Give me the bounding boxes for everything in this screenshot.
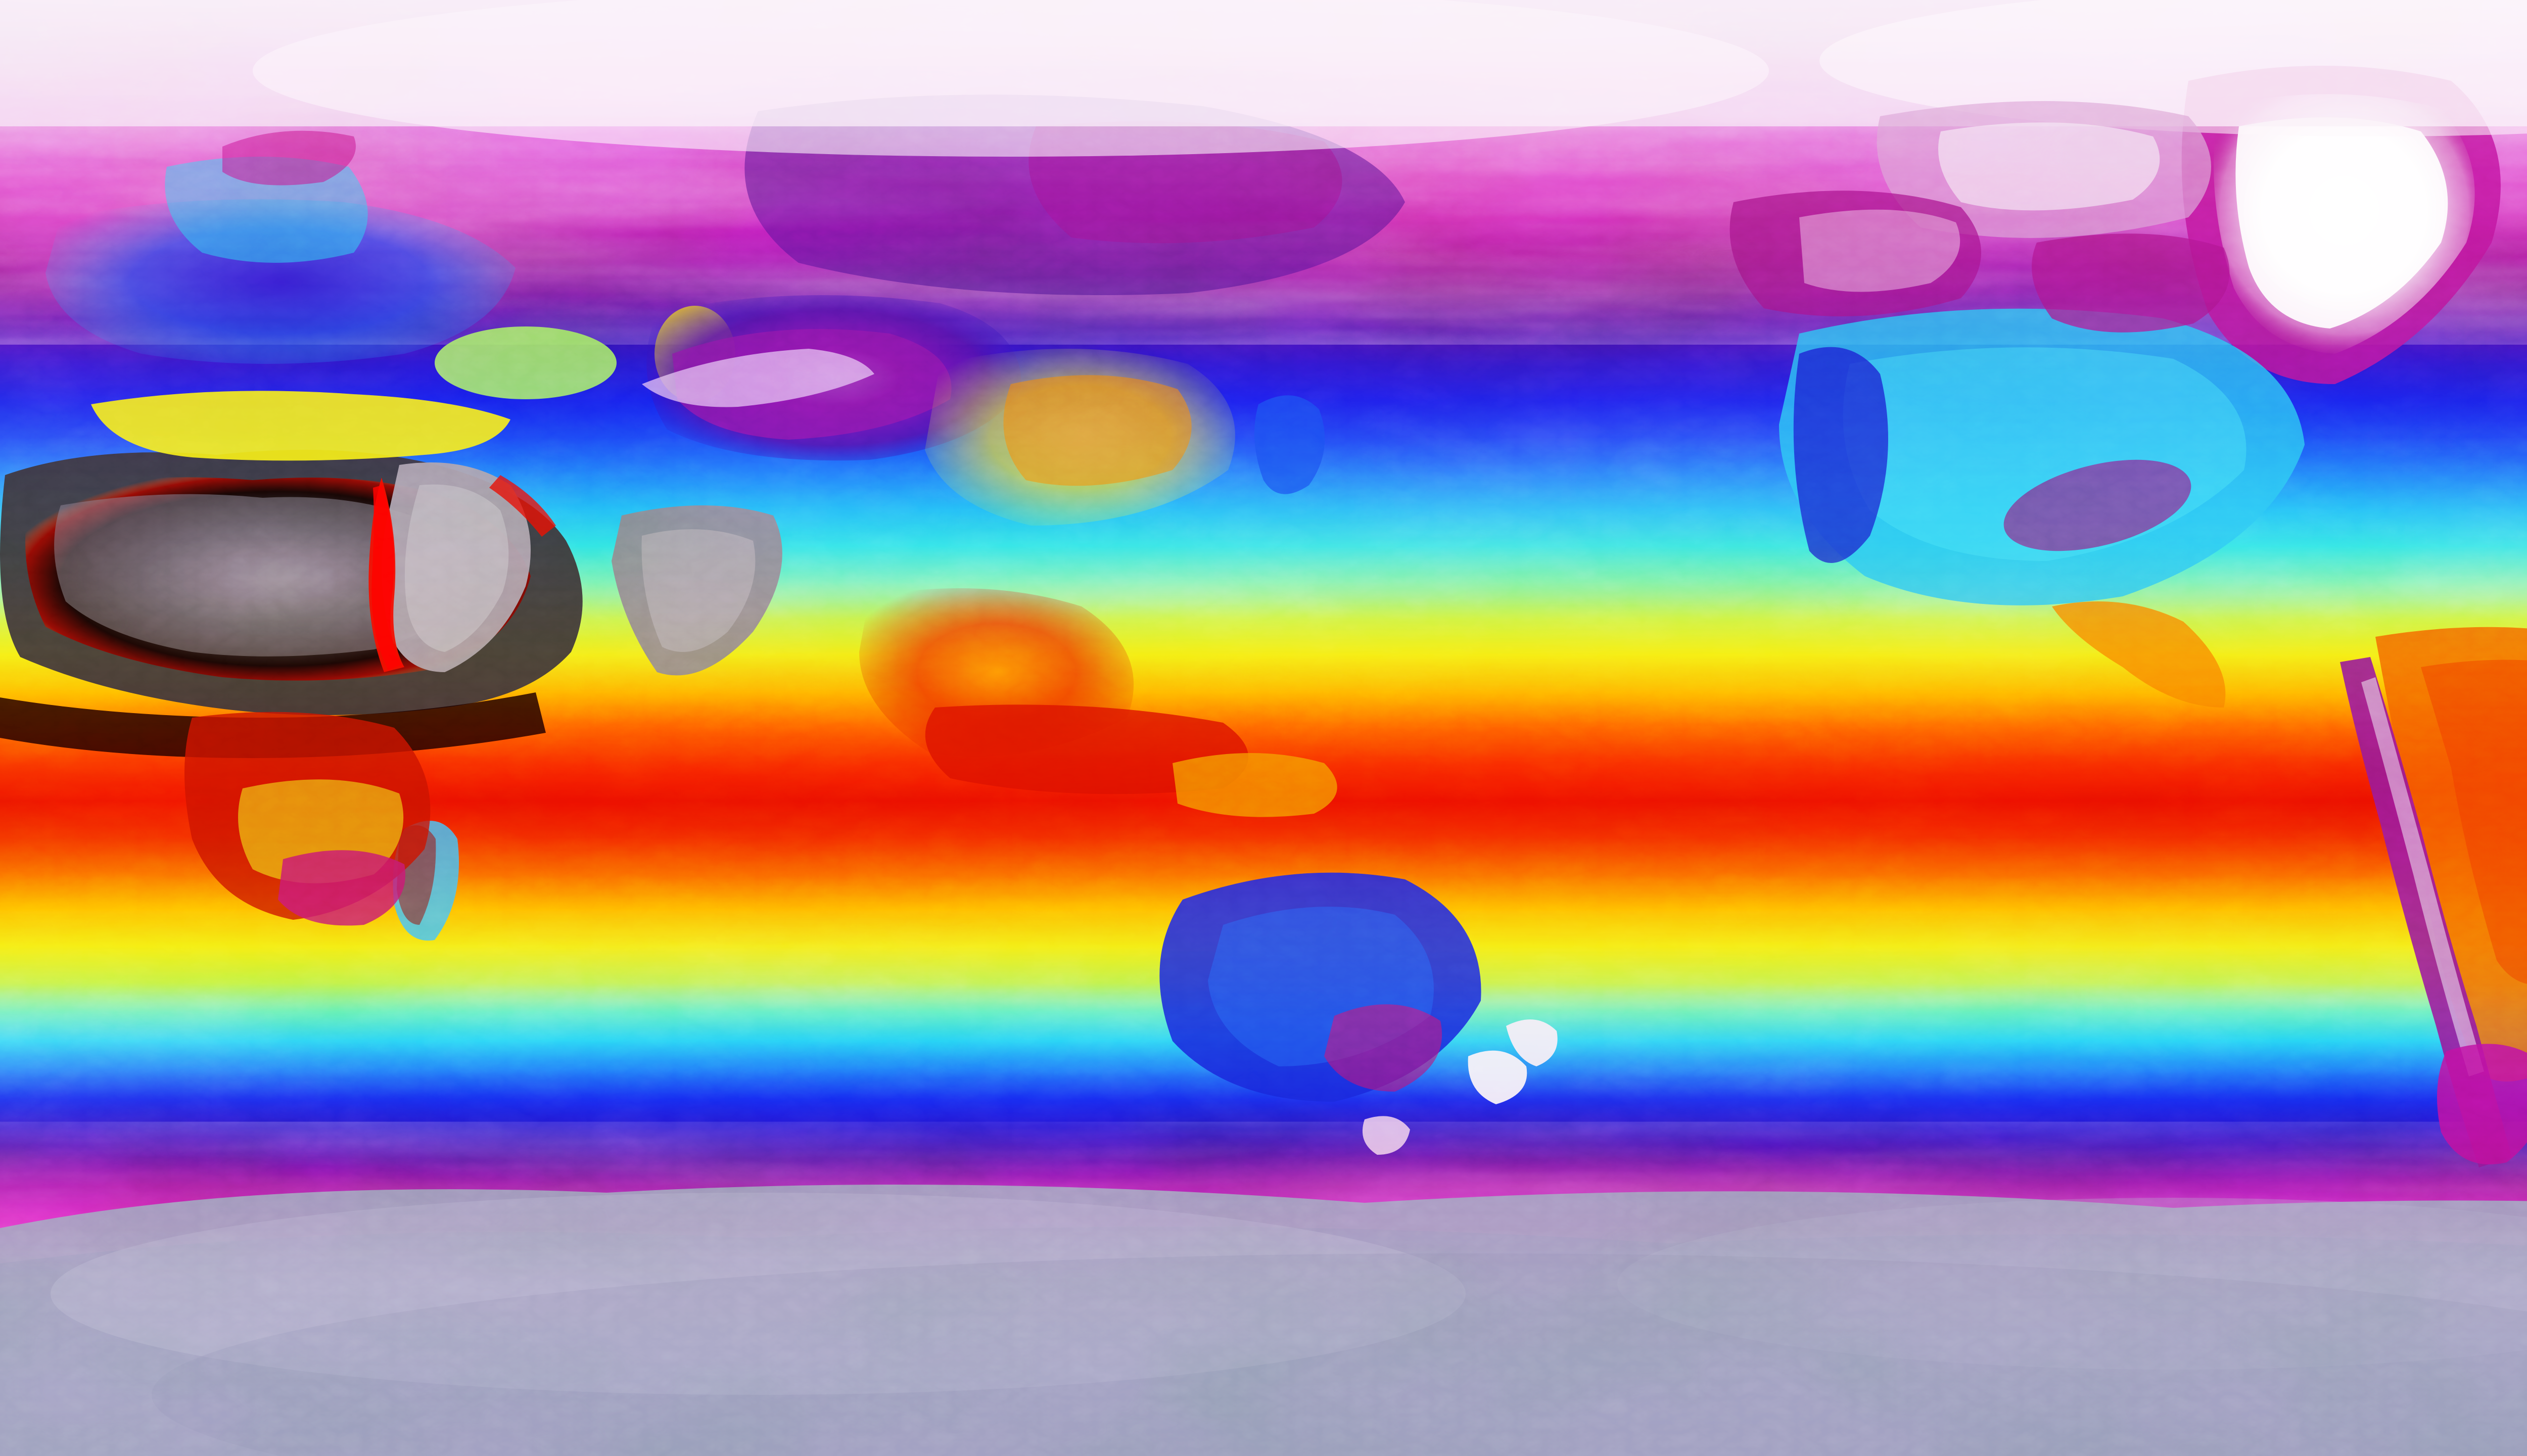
projection-edge-softening: [0, 0, 2527, 1456]
zonal-band-reinforcement: [0, 0, 2527, 1456]
temperature-map-canvas: [0, 0, 2527, 1456]
atmospheric-eddy-overlay: [0, 0, 2527, 1456]
